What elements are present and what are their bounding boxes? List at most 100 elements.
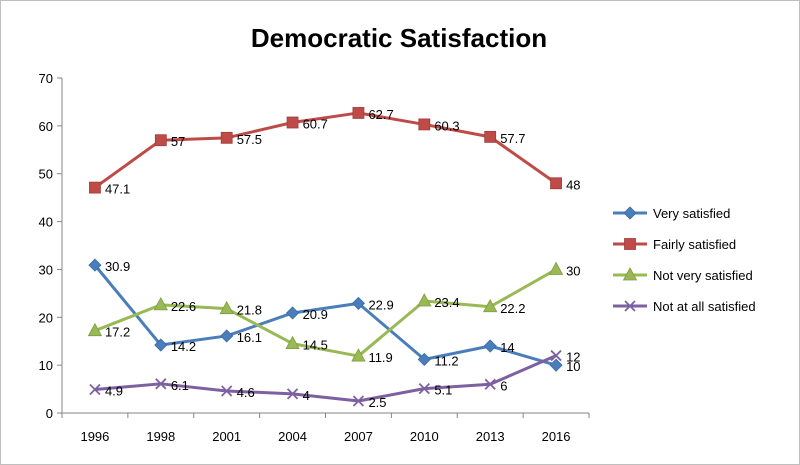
series-very-satisfied [88,258,563,372]
data-point [352,107,365,119]
data-point [352,395,365,407]
x-tick-label: 2007 [344,429,373,444]
x-tick-label: 2016 [542,429,571,444]
series-line [94,268,557,358]
x-marker-stroke [89,383,101,396]
data-point [154,134,167,147]
data-label: 57.5 [237,132,262,147]
data-label: 22.6 [171,299,196,314]
data-label: 20.9 [303,307,328,322]
x-marker-stroke [418,382,430,395]
data-point [418,118,431,131]
chart-title: Democratic Satisfaction [251,23,547,53]
data-point [89,181,101,194]
legend-item: Very satisfied [613,206,730,221]
data-label: 14.5 [303,338,328,353]
data-point [220,131,233,144]
data-point [89,383,101,396]
data-point [286,388,299,400]
series-not-at-all-satisfied [89,349,562,407]
data-point [221,385,233,397]
x-tick-label: 2004 [278,429,307,444]
data-point [219,300,234,315]
data-point [548,261,564,275]
data-point [418,382,430,395]
y-tick-label: 70 [39,71,53,86]
data-label: 5.1 [434,383,452,398]
data-label: 60.3 [434,118,459,133]
legend-label: Very satisfied [653,206,730,221]
data-label: 30.9 [105,259,130,274]
data-label: 4.6 [237,385,255,400]
data-label: 17.2 [105,325,130,340]
legend-marker [623,206,637,220]
x-tick-label: 1996 [80,429,109,444]
data-label: 11.2 [434,353,458,368]
x-marker-stroke [550,349,562,362]
legend-item: Fairly satisfied [613,237,736,252]
x-marker-stroke [286,388,299,400]
series-not-very-satisfied [87,261,564,362]
data-point [417,293,432,307]
data-labels: 30.9 14.2 16.1 20.9 22.9 11.2 14 10 47.1 57 57.5 60… [105,107,581,410]
legend-item: Not very satisfied [613,267,753,283]
legend-marker [624,238,636,250]
data-point [285,306,300,320]
data-point [483,298,498,313]
y-tick-label: 20 [39,310,53,325]
data-point [483,339,497,353]
series-line [93,264,557,367]
legend-marker [622,267,638,281]
data-point [155,378,167,390]
data-point [154,338,168,352]
data-point [286,116,299,129]
data-point [351,348,366,362]
data-label: 22.2 [500,301,525,316]
y-tick-label: 30 [39,262,53,277]
data-label: 14 [500,340,514,355]
y-tick-label: 10 [39,358,53,373]
data-label: 2.5 [368,395,386,410]
data-label: 57 [171,134,185,149]
legend-label: Fairly satisfied [653,237,736,252]
data-point [417,352,431,366]
data-label: 48 [566,177,580,192]
data-label: 22.9 [368,297,393,312]
data-label: 57.7 [500,131,525,146]
x-tick-label: 2013 [476,429,505,444]
y-tick-label: 40 [39,215,53,230]
data-label: 4 [303,388,310,403]
x-tick-label: 1998 [146,429,175,444]
data-label: 16.1 [237,330,262,345]
data-label: 23.4 [434,295,459,310]
series-line [94,354,557,403]
data-label: 10 [566,359,580,374]
y-tick-label: 50 [39,167,53,182]
data-point [550,177,562,190]
data-point [220,329,234,343]
x-marker-stroke [352,395,365,407]
data-point [87,322,103,337]
legend-item: Not at all satisfied [613,299,756,314]
data-point [484,130,497,143]
legend-label: Not very satisfied [653,268,753,283]
x-marker-stroke [155,378,167,390]
data-label: 6.1 [171,378,189,393]
data-point [550,349,562,362]
data-point [285,335,300,350]
data-point [549,358,563,372]
data-point [88,258,102,272]
legend-label: Not at all satisfied [653,299,756,314]
data-label: 21.8 [237,303,262,318]
series-line [94,111,557,189]
y-tick-label: 60 [39,119,53,134]
data-label: 14.2 [171,339,196,354]
legend: Very satisfied Fairly satisfied Not very s… [613,206,756,314]
data-label: 62.7 [368,107,393,122]
x-tick-label: 2001 [212,429,241,444]
legend-marker [624,300,636,312]
x-marker-stroke [221,385,233,397]
data-label: 12 [566,350,580,365]
